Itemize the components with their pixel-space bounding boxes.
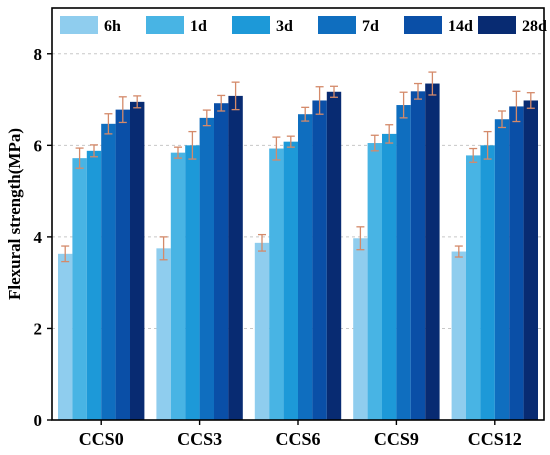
- legend-swatch: [404, 16, 442, 34]
- bar-ccs6-7d: [298, 114, 313, 421]
- error-bar: [174, 146, 182, 159]
- bar-ccs9-1d: [367, 143, 382, 421]
- bar-ccs6-14d: [312, 100, 327, 421]
- error-bars: [61, 71, 535, 263]
- bar-ccs9-7d: [396, 105, 411, 420]
- legend-label: 6h: [104, 18, 121, 35]
- bar-ccs3-14d: [214, 103, 229, 421]
- error-bar: [75, 147, 84, 169]
- error-bar: [315, 86, 324, 115]
- legend-label: 1d: [190, 18, 207, 35]
- legend-item-6h: 6h: [60, 16, 121, 35]
- error-bar: [104, 113, 113, 135]
- bar-ccs12-6h: [451, 251, 466, 420]
- error-bar: [258, 233, 266, 252]
- y-tick-label: 6: [34, 136, 43, 155]
- legend-swatch: [478, 16, 516, 34]
- bar-ccs9-28d: [425, 83, 440, 421]
- bar-ccs3-3d: [185, 145, 200, 421]
- legend-item-3d: 3d: [232, 16, 293, 35]
- legend-label: 3d: [276, 18, 293, 35]
- bar-ccs0-28d: [130, 101, 145, 420]
- bar-ccs0-6h: [58, 253, 73, 420]
- legend-swatch: [60, 16, 98, 34]
- bar-ccs0-14d: [115, 109, 130, 421]
- legend: 6h 1d 3d 7d 14d 28d: [60, 16, 547, 35]
- legend-swatch: [232, 16, 270, 34]
- error-bar: [370, 134, 379, 152]
- error-bar: [498, 110, 506, 129]
- bar-ccs6-1d: [269, 148, 284, 420]
- bar-ccs9-6h: [353, 238, 368, 420]
- error-bar: [483, 130, 492, 160]
- x-axis-ticks: CCS0 CCS3 CCS6 CCS9 CCS12: [79, 420, 522, 449]
- legend-swatch: [318, 16, 356, 34]
- error-bar: [217, 94, 226, 112]
- legend-item-7d: 7d: [318, 16, 379, 35]
- error-bar: [231, 81, 240, 111]
- bars: [58, 83, 538, 421]
- error-bar: [188, 130, 197, 160]
- bar-ccs12-28d: [523, 100, 538, 421]
- bar-ccs6-6h: [254, 242, 270, 420]
- error-bar: [133, 95, 142, 109]
- error-bar: [118, 96, 127, 124]
- bar-ccs0-3d: [86, 150, 102, 420]
- bar-ccs12-7d: [494, 119, 510, 421]
- y-axis-ticks: 0 2 4 6 8: [34, 45, 52, 430]
- x-category-label: CCS3: [177, 429, 222, 449]
- bar-ccs12-14d: [509, 106, 524, 420]
- bar-ccs3-28d: [228, 95, 243, 420]
- error-bar: [202, 109, 211, 127]
- error-bar: [399, 91, 408, 119]
- y-tick-label: 2: [34, 319, 43, 338]
- error-bar: [330, 85, 338, 98]
- legend-item-1d: 1d: [146, 16, 207, 35]
- legend-swatch: [146, 16, 184, 34]
- legend-label: 7d: [362, 18, 379, 35]
- bar-ccs12-1d: [466, 155, 481, 420]
- error-bar: [272, 136, 281, 161]
- error-bar: [428, 71, 437, 96]
- bar-ccs6-28d: [326, 91, 342, 421]
- bar-ccs0-1d: [72, 158, 87, 420]
- bar-ccs3-6h: [156, 248, 171, 420]
- error-bar: [454, 245, 463, 258]
- error-bar: [385, 124, 394, 144]
- x-category-label: CCS9: [374, 429, 419, 449]
- error-bar: [512, 90, 521, 123]
- error-bar: [526, 92, 535, 109]
- error-bar: [414, 82, 422, 100]
- bar-ccs3-7d: [199, 117, 214, 420]
- error-bar: [159, 236, 168, 261]
- error-bar: [90, 144, 98, 158]
- x-category-label: CCS6: [275, 429, 320, 449]
- legend-item-28d: 28d: [478, 16, 547, 35]
- bar-ccs9-14d: [410, 91, 426, 420]
- bar-ccs9-3d: [382, 133, 397, 420]
- legend-label: 28d: [522, 18, 547, 35]
- bar-ccs12-3d: [480, 145, 495, 421]
- bar-ccs0-7d: [101, 123, 116, 420]
- x-category-label: CCS0: [79, 429, 124, 449]
- error-bar: [301, 106, 310, 122]
- y-tick-label: 4: [34, 228, 43, 247]
- y-tick-label: 8: [34, 45, 43, 64]
- legend-label: 14d: [448, 18, 473, 35]
- bar-ccs6-3d: [283, 141, 298, 420]
- error-bar: [286, 135, 295, 148]
- error-bar: [61, 245, 70, 263]
- legend-item-14d: 14d: [404, 16, 473, 35]
- y-tick-label: 0: [34, 411, 43, 430]
- error-bar: [356, 226, 365, 251]
- x-category-label: CCS12: [468, 429, 522, 449]
- y-axis-label: Flexural strength(MPa): [5, 128, 24, 300]
- error-bar: [469, 147, 478, 163]
- bar-ccs3-1d: [170, 152, 186, 420]
